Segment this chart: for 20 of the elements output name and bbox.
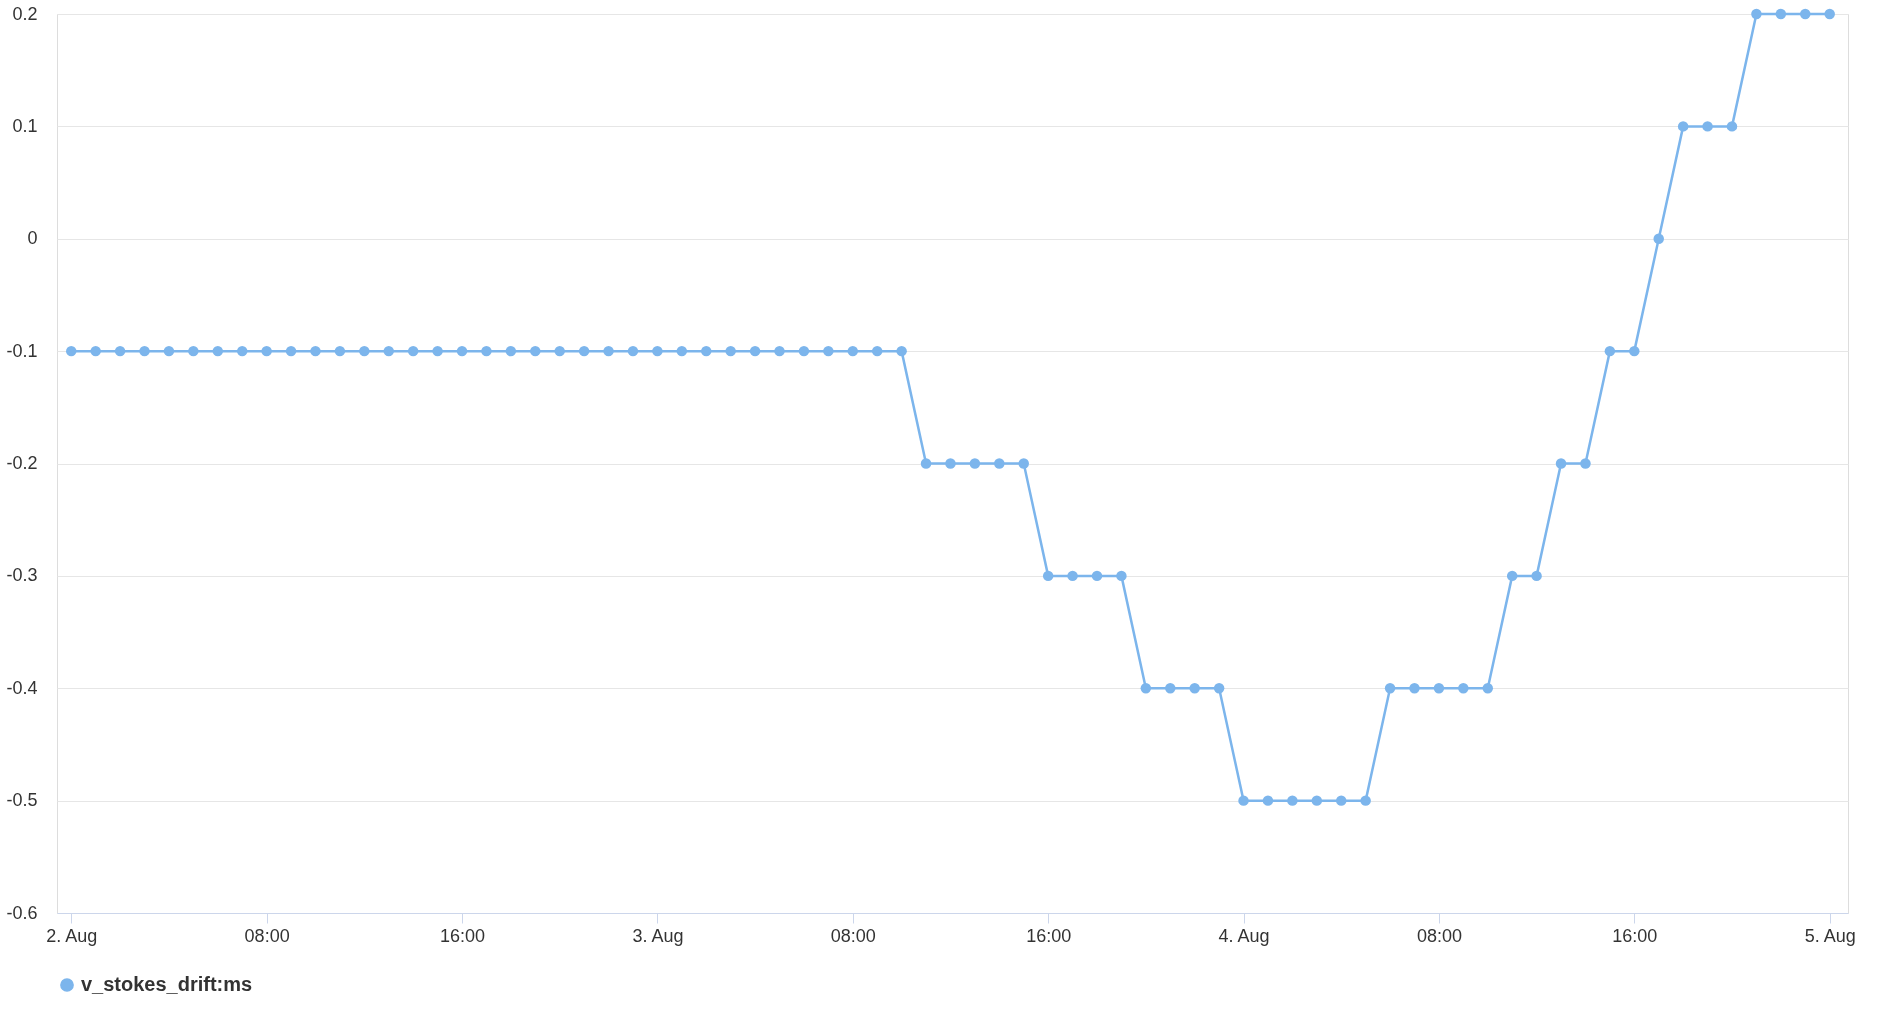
x-tick-label: 4. Aug <box>1218 925 1270 946</box>
x-tick-label: 5. Aug <box>1804 925 1856 946</box>
y-tick-label: -0.6 <box>6 902 38 923</box>
y-tick-label: 0.1 <box>12 115 38 136</box>
y-tick-label: -0.1 <box>6 340 38 361</box>
x-tick-label: 08:00 <box>830 925 876 946</box>
y-tick-label: -0.4 <box>6 677 38 698</box>
x-tick-label: 16:00 <box>1612 925 1658 946</box>
x-tick-label: 08:00 <box>244 925 290 946</box>
y-tick-label: 0.2 <box>12 3 38 24</box>
y-tick-label: -0.2 <box>6 453 38 473</box>
x-tick-label: 16:00 <box>439 925 486 946</box>
x-tick-label: 16:00 <box>1026 925 1072 946</box>
x-tick-label: 08:00 <box>1416 925 1462 946</box>
y-tick-label: -0.5 <box>6 790 38 811</box>
x-tick-label: 3. Aug <box>632 925 684 946</box>
legend-label: v_stokes_drift:ms <box>81 973 253 995</box>
y-tick-label: 0 <box>27 228 38 249</box>
y-tick-label: -0.3 <box>6 565 38 586</box>
x-tick-label: 2. Aug <box>46 925 98 946</box>
